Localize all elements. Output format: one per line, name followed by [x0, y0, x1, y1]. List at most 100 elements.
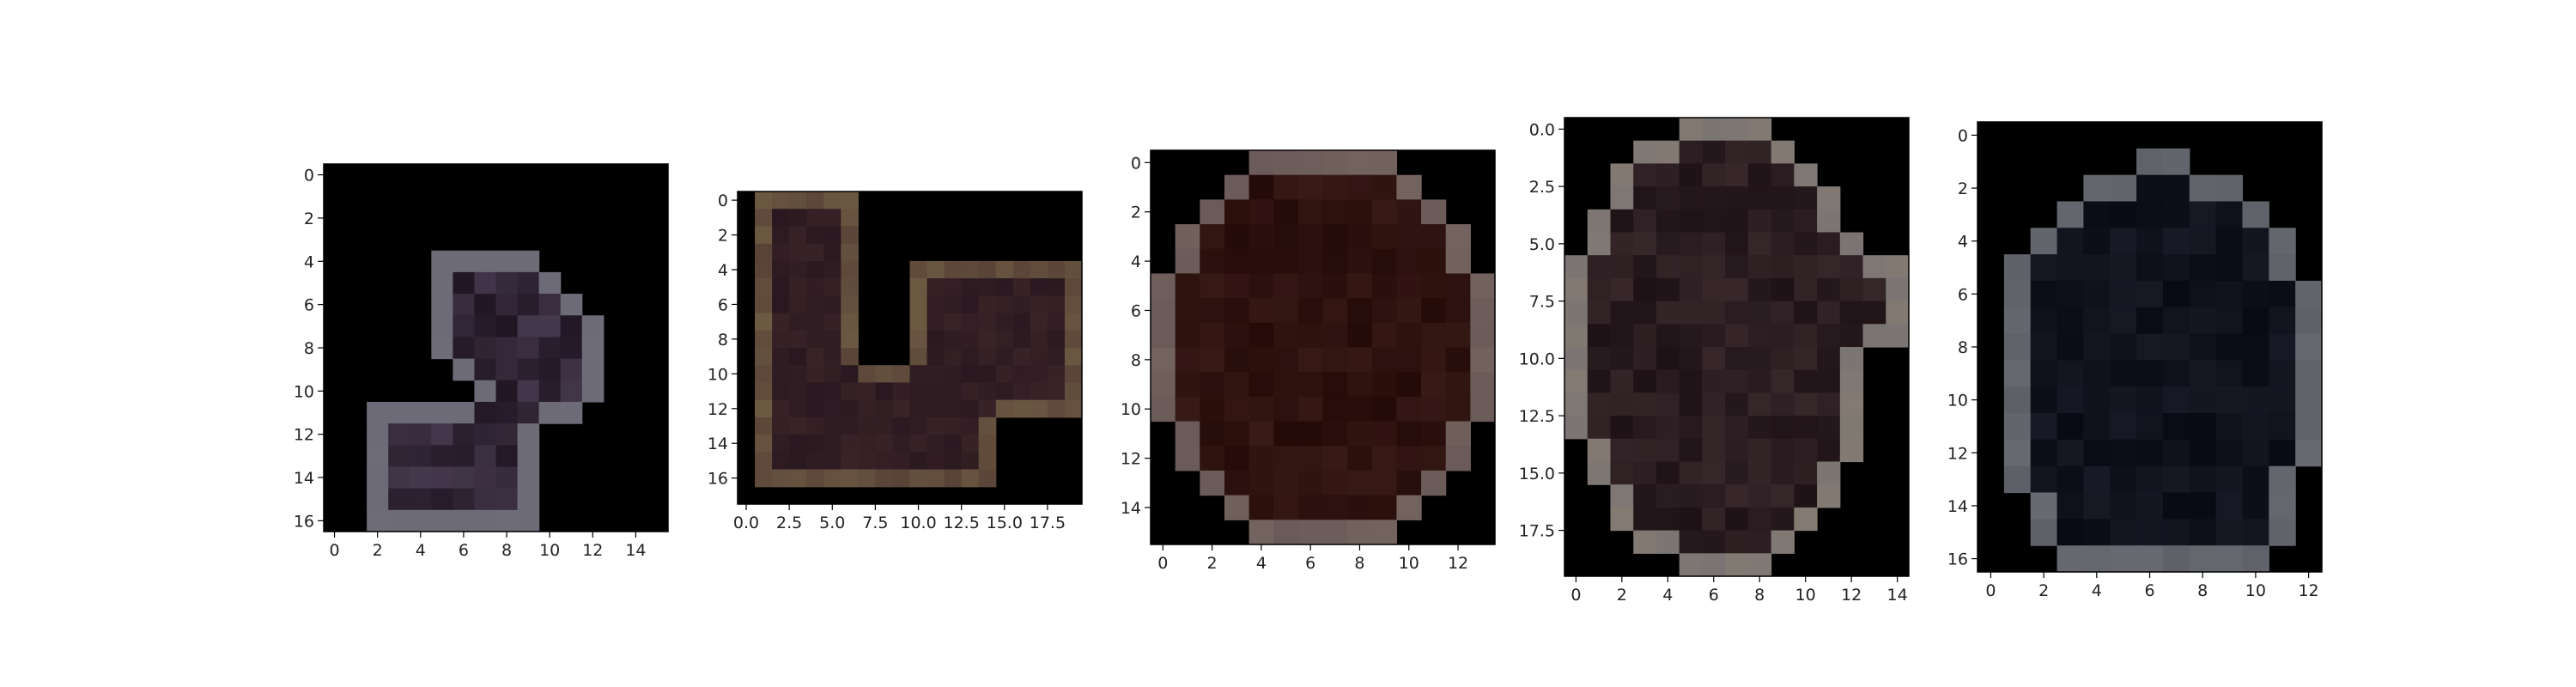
pixel-cell [789, 382, 807, 401]
pixel-cell [2269, 465, 2296, 494]
pixel-cell [1012, 365, 1031, 384]
pixel-cell [1725, 209, 1749, 234]
pixel-cell [755, 365, 773, 384]
pixel-cell [2110, 545, 2137, 573]
pixel-cell [1297, 470, 1324, 496]
pixel-cell [841, 452, 859, 471]
pixel-cell [1771, 163, 1795, 187]
pixel-cell [978, 330, 997, 349]
pixel-cell [978, 399, 997, 418]
pixel-cell [1702, 301, 1726, 325]
pixel-cell [2242, 492, 2269, 520]
pixel-cell [1200, 199, 1225, 225]
pixel-cell [755, 416, 773, 435]
pixel-cell [841, 469, 859, 488]
pixel-cell [1175, 372, 1200, 398]
pixel-cell [1587, 369, 1612, 393]
pixel-cell [961, 382, 980, 401]
pixel-cell [2057, 439, 2084, 467]
pixel-cell [978, 278, 997, 296]
pixel-cell [2030, 280, 2058, 308]
pixel-cell [1347, 347, 1373, 373]
pixel-cell [1656, 140, 1680, 164]
pixel-cell [1817, 347, 1841, 371]
pixel-cell [453, 445, 476, 468]
pixel-cell [1445, 372, 1471, 398]
pixel-cell [978, 382, 997, 401]
pixel-cell [909, 330, 928, 349]
pixel-cell [841, 260, 859, 279]
pixel-cell [2083, 545, 2111, 573]
pixel-cell [1564, 277, 1589, 302]
pixel-cell [2242, 201, 2269, 228]
pixel-cell [2215, 174, 2244, 203]
pixel-cell [1817, 232, 1841, 256]
pixel-cell [2215, 254, 2244, 282]
pixel-cell [1679, 140, 1703, 164]
pixel-cell [517, 337, 540, 360]
pixel-cell [2136, 307, 2164, 335]
pixel-cell [1771, 484, 1795, 508]
pixel-cell [1656, 277, 1680, 302]
pixel-cell [2189, 519, 2217, 546]
pixel-cell [2003, 386, 2032, 414]
pixel-cell [495, 488, 519, 511]
pixel-cell [1445, 224, 1471, 250]
pixel-cell [1633, 347, 1657, 371]
pixel-cell [1886, 301, 1910, 325]
pixel-cell [1679, 118, 1703, 142]
pixel-cell [581, 315, 605, 338]
pixel-cell [806, 260, 824, 279]
pixel-cell [1725, 277, 1749, 302]
pixel-cell [1633, 438, 1657, 463]
x-tick-label: 15.0 [987, 514, 1023, 532]
pixel-cell [1297, 199, 1324, 225]
x-tick-label: 2.5 [776, 514, 802, 532]
pixel-cell [995, 313, 1014, 331]
pixel-cell [517, 401, 540, 424]
y-tick-label: 10 [1947, 392, 1968, 410]
pixel-cell [2136, 174, 2164, 203]
pixel-cell [789, 278, 807, 296]
pixel-cell [495, 401, 519, 424]
pixel-cell [431, 509, 453, 532]
pixel-cell [1725, 347, 1749, 371]
pixel-cell [1396, 396, 1422, 423]
pixel-cell [2003, 413, 2032, 441]
pixel-cell [892, 399, 911, 418]
pixel-cell [1725, 438, 1749, 463]
pixel-cell [1794, 209, 1818, 234]
pixel-cell [2057, 545, 2084, 573]
pixel-cell [1347, 199, 1373, 225]
pixel-cell [1679, 530, 1703, 554]
pixel-cell [538, 337, 562, 360]
pixel-cell [2003, 465, 2032, 494]
pixel-cell [1679, 438, 1703, 463]
pixel-cell [1151, 322, 1176, 349]
pixel-cell [1610, 255, 1634, 279]
pixel-cell [1587, 347, 1612, 371]
x-tick-label: 0.0 [733, 514, 759, 532]
pixel-cell [1396, 495, 1422, 520]
pixel-cell [1224, 421, 1250, 447]
pixel-cell [1445, 446, 1471, 471]
pixel-cell [495, 250, 519, 273]
pixel-cell [1421, 470, 1447, 496]
pixel-cell [2110, 386, 2137, 414]
pixel-cell [1564, 369, 1589, 393]
y-tick-label: 5.0 [1529, 235, 1555, 254]
pixel-cell [909, 452, 928, 471]
pixel-cell [995, 295, 1014, 314]
pixel-cell [823, 435, 841, 453]
pixel-cell [1679, 163, 1703, 187]
pixel-cell [1224, 470, 1250, 496]
pixel-cell [2242, 254, 2269, 282]
pixel-cell [474, 250, 497, 273]
pixel-cell [1725, 301, 1749, 325]
pixel-cell [1445, 248, 1471, 275]
pixel-cell [944, 295, 963, 314]
pixel-cell [2083, 492, 2111, 520]
pixel-cell [1794, 301, 1818, 325]
x-tick-label: 4 [1256, 554, 1267, 573]
pixel-cell [1012, 382, 1031, 401]
